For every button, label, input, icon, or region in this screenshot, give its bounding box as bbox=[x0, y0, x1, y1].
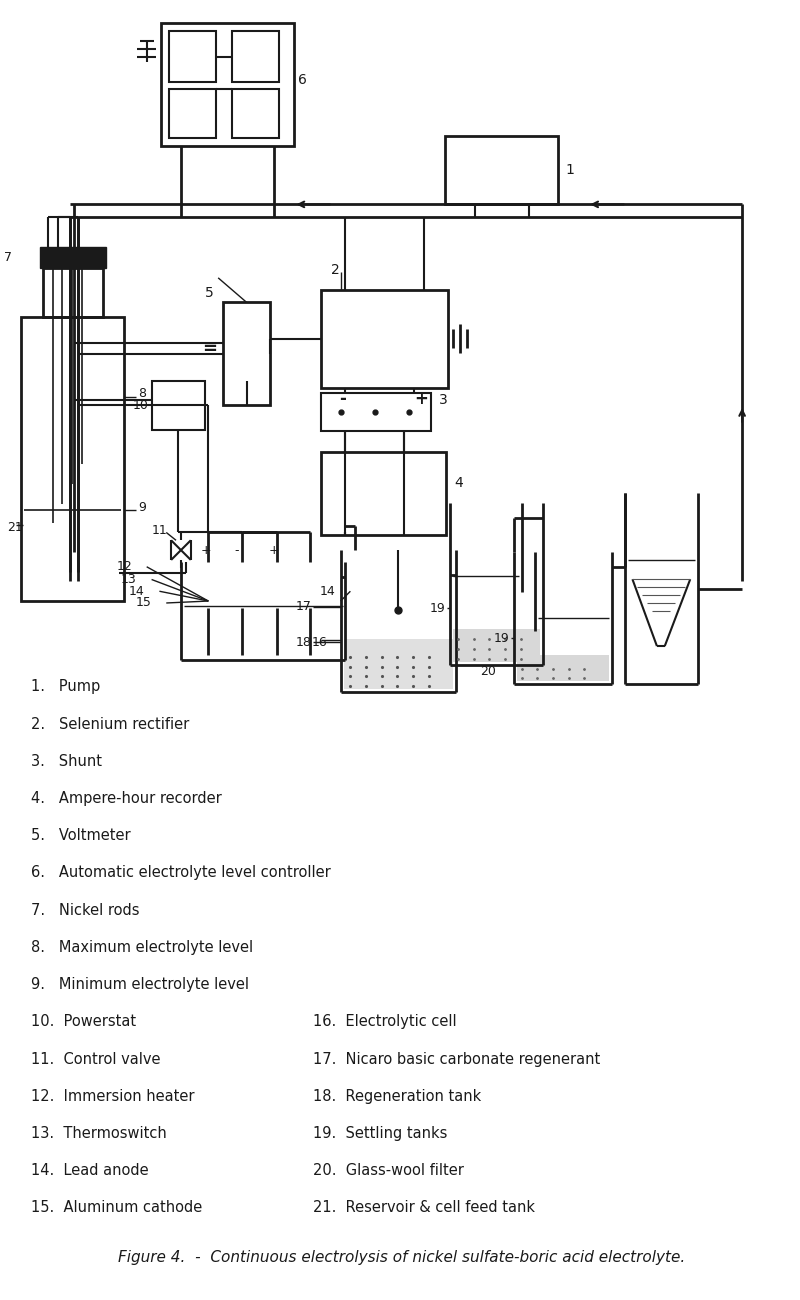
Text: 6.   Automatic electrolyte level controller: 6. Automatic electrolyte level controlle… bbox=[31, 866, 331, 880]
Text: 17: 17 bbox=[295, 601, 311, 614]
Text: 14: 14 bbox=[320, 585, 336, 598]
Bar bbox=[22, 317, 124, 601]
Text: 11.  Control valve: 11. Control valve bbox=[31, 1052, 161, 1066]
Bar bbox=[321, 394, 430, 430]
Bar bbox=[40, 247, 106, 268]
Text: 5.   Voltmeter: 5. Voltmeter bbox=[31, 828, 130, 844]
Bar bbox=[232, 88, 279, 138]
Bar bbox=[343, 640, 454, 689]
Text: 18.  Regeneration tank: 18. Regeneration tank bbox=[313, 1089, 482, 1104]
Text: 21: 21 bbox=[6, 521, 22, 534]
Text: 2: 2 bbox=[330, 263, 339, 277]
Text: +: + bbox=[201, 543, 211, 556]
Bar bbox=[223, 303, 270, 406]
Text: 12: 12 bbox=[116, 560, 132, 573]
Text: 14: 14 bbox=[129, 585, 145, 598]
Bar bbox=[151, 381, 206, 429]
Text: 11: 11 bbox=[151, 524, 167, 537]
Text: +: + bbox=[414, 390, 428, 408]
Text: 21.  Reservoir & cell feed tank: 21. Reservoir & cell feed tank bbox=[313, 1200, 535, 1216]
Text: 3.   Shunt: 3. Shunt bbox=[31, 754, 102, 768]
Text: 20: 20 bbox=[480, 664, 495, 677]
Text: 15.  Aluminum cathode: 15. Aluminum cathode bbox=[31, 1200, 202, 1216]
Text: 19: 19 bbox=[430, 602, 446, 615]
Bar bbox=[170, 88, 216, 138]
Text: 12.  Immersion heater: 12. Immersion heater bbox=[31, 1089, 194, 1104]
Text: 19: 19 bbox=[494, 632, 509, 645]
Bar bbox=[321, 452, 446, 536]
Text: 14.  Lead anode: 14. Lead anode bbox=[31, 1164, 149, 1178]
Text: -: - bbox=[235, 543, 239, 556]
Text: -: - bbox=[338, 390, 346, 408]
Bar bbox=[321, 290, 448, 387]
Text: 7.   Nickel rods: 7. Nickel rods bbox=[31, 902, 140, 918]
Text: 4: 4 bbox=[454, 476, 463, 490]
Bar bbox=[162, 23, 294, 146]
Text: Figure 4.  -  Continuous electrolysis of nickel sulfate-boric acid electrolyte.: Figure 4. - Continuous electrolysis of n… bbox=[118, 1251, 685, 1265]
Text: 1: 1 bbox=[566, 162, 574, 177]
Bar bbox=[517, 655, 609, 681]
Text: 2.   Selenium rectifier: 2. Selenium rectifier bbox=[31, 716, 190, 732]
Text: 7: 7 bbox=[4, 251, 12, 264]
Text: 4.   Ampere-hour recorder: 4. Ampere-hour recorder bbox=[31, 790, 222, 806]
Text: 15: 15 bbox=[136, 597, 151, 610]
Text: =: = bbox=[202, 341, 217, 359]
Text: 8.   Maximum electrolyte level: 8. Maximum electrolyte level bbox=[31, 940, 254, 956]
Text: 20.  Glass-wool filter: 20. Glass-wool filter bbox=[313, 1164, 464, 1178]
Text: 19.  Settling tanks: 19. Settling tanks bbox=[313, 1126, 447, 1141]
Text: 16: 16 bbox=[311, 636, 327, 649]
Bar bbox=[232, 31, 279, 82]
Text: 10: 10 bbox=[133, 399, 149, 412]
Text: 13.  Thermoswitch: 13. Thermoswitch bbox=[31, 1126, 167, 1141]
Text: 10.  Powerstat: 10. Powerstat bbox=[31, 1014, 136, 1030]
Text: 3: 3 bbox=[438, 394, 447, 407]
Text: 18: 18 bbox=[295, 636, 311, 649]
Text: 16.  Electrolytic cell: 16. Electrolytic cell bbox=[313, 1014, 457, 1030]
Text: 9.   Minimum electrolyte level: 9. Minimum electrolyte level bbox=[31, 978, 249, 992]
Text: 6: 6 bbox=[298, 73, 307, 87]
Bar bbox=[446, 135, 558, 204]
Text: 9: 9 bbox=[138, 500, 146, 514]
Bar bbox=[454, 629, 540, 662]
Text: 8: 8 bbox=[138, 387, 146, 400]
Text: 5: 5 bbox=[205, 286, 214, 299]
Text: +: + bbox=[269, 543, 280, 556]
Text: 1.   Pump: 1. Pump bbox=[31, 680, 100, 694]
Text: 17.  Nicaro basic carbonate regenerant: 17. Nicaro basic carbonate regenerant bbox=[313, 1052, 601, 1066]
Text: 13: 13 bbox=[121, 573, 137, 586]
Bar bbox=[170, 31, 216, 82]
Bar bbox=[43, 268, 102, 317]
